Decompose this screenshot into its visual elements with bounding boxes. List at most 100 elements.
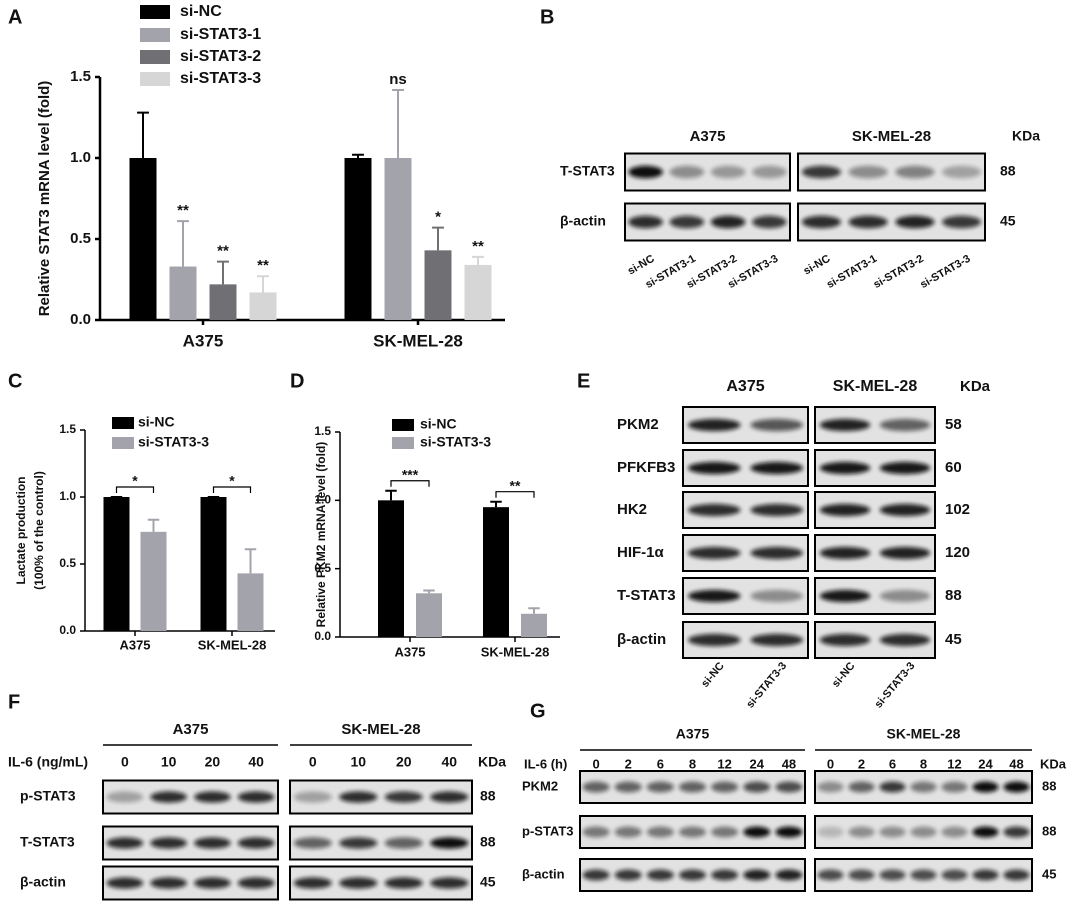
band	[293, 877, 332, 889]
row-label: PFKFB3	[617, 459, 675, 476]
band	[614, 781, 642, 793]
lane-label: 8	[920, 756, 927, 771]
bar	[249, 292, 277, 320]
band	[646, 781, 674, 793]
band	[293, 837, 332, 849]
unit-label: KDa	[478, 754, 506, 770]
legend-label: si-STAT3-3	[138, 434, 209, 450]
band	[879, 869, 906, 881]
legend-label: si-STAT3-3	[420, 434, 491, 450]
band	[750, 418, 803, 432]
band	[582, 781, 610, 793]
band	[384, 791, 423, 803]
band	[194, 837, 231, 849]
kda-label: 88	[1042, 823, 1056, 838]
band	[150, 877, 187, 889]
bar	[378, 500, 404, 637]
kda-label: 88	[945, 587, 962, 604]
band	[848, 215, 888, 229]
bar	[200, 497, 227, 631]
lane-label: 6	[889, 756, 896, 771]
error-bar	[432, 226, 444, 251]
band	[614, 826, 642, 838]
band	[688, 589, 741, 603]
band	[646, 869, 674, 881]
band	[669, 215, 705, 229]
band	[194, 877, 231, 889]
significance-bracket	[212, 486, 252, 493]
band	[710, 165, 746, 179]
significance-bracket	[495, 491, 535, 498]
band	[430, 837, 469, 849]
x-tick-label: A375	[183, 331, 224, 350]
kda-label: 58	[945, 416, 962, 433]
lane-label: si-STAT3-3	[918, 253, 972, 291]
band	[819, 589, 871, 603]
kda-label: 45	[1000, 213, 1016, 229]
band	[941, 781, 968, 793]
legend-swatch	[392, 419, 414, 431]
error-bar	[257, 275, 269, 293]
group-label: A375	[726, 378, 764, 395]
kda-label: 45	[1042, 866, 1056, 881]
bar	[140, 531, 167, 631]
y-tick-label: 0.0	[314, 629, 331, 643]
y-axis-label: Relative STAT3 mRNA level (fold)	[36, 81, 53, 317]
band	[688, 418, 741, 432]
band	[628, 165, 663, 179]
row-label: HK2	[617, 501, 647, 518]
band	[679, 781, 706, 793]
lane-label: si-NC	[830, 660, 858, 690]
band	[879, 781, 906, 793]
band	[582, 869, 610, 881]
band	[1003, 781, 1030, 793]
x-tick-label: A375	[119, 637, 150, 652]
lane-label: si-STAT3-2	[871, 253, 925, 291]
bar	[384, 158, 412, 320]
band	[743, 826, 771, 838]
legend-swatch	[392, 437, 414, 449]
band	[750, 503, 803, 517]
significance-bracket	[115, 486, 155, 493]
lane-label: 24	[750, 756, 765, 771]
band	[688, 546, 741, 560]
panel-label: G	[530, 700, 546, 722]
kda-label: 60	[945, 459, 962, 476]
band	[384, 837, 423, 849]
band	[848, 826, 875, 838]
band	[879, 589, 931, 603]
lane-label: 20	[205, 754, 221, 770]
band	[750, 633, 803, 647]
band	[941, 215, 982, 229]
band	[743, 869, 771, 881]
error-bar	[177, 220, 189, 267]
band	[895, 215, 935, 229]
significance-label: *	[435, 209, 441, 226]
significance-label: *	[229, 473, 235, 489]
band	[339, 877, 378, 889]
band	[801, 165, 842, 179]
row-label: β-actin	[20, 874, 66, 890]
band	[628, 215, 663, 229]
bar	[103, 497, 130, 631]
lane-label: 0	[309, 754, 317, 770]
band	[106, 837, 144, 849]
band	[819, 503, 871, 517]
y-tick-label: 0.0	[70, 311, 91, 328]
panel-label: B	[540, 6, 554, 28]
band	[688, 461, 741, 475]
error-bar	[352, 153, 364, 158]
error-bar	[392, 88, 404, 158]
band	[194, 791, 231, 803]
group-label: A375	[690, 128, 726, 145]
y-tick-label: 0.5	[314, 561, 331, 575]
row-label: T-STAT3	[560, 163, 615, 179]
group-label: SK-MEL-28	[852, 128, 931, 145]
band	[614, 869, 642, 881]
band	[817, 781, 844, 793]
band	[879, 546, 931, 560]
legend-swatch	[140, 72, 170, 86]
band	[237, 877, 275, 889]
